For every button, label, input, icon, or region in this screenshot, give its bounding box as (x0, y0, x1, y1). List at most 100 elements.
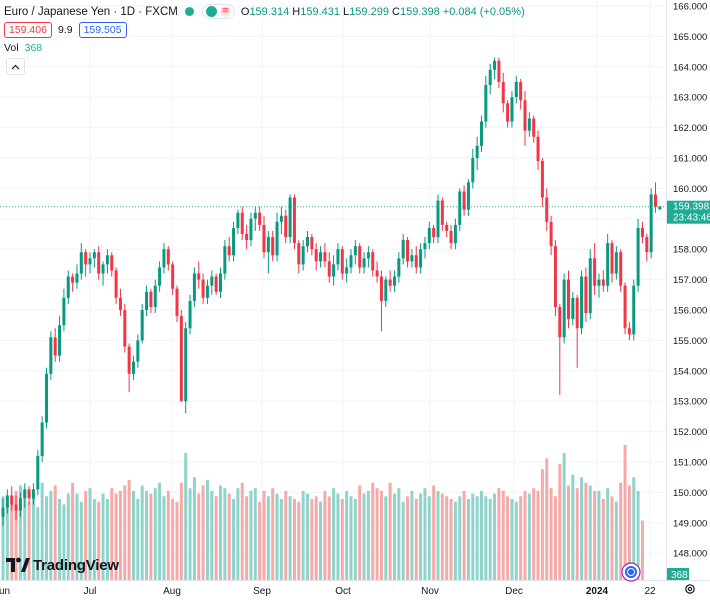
volume-bar (540, 469, 544, 580)
volume-bar (184, 453, 188, 580)
time-axis[interactable]: Jun Jul Aug Sep Oct Nov Dec 2024 22 (0, 580, 710, 598)
candlestick (14, 495, 18, 520)
candlestick (275, 212, 279, 262)
volume-bar (567, 485, 570, 580)
volume-legend: Vol 368 (4, 42, 42, 54)
candlestick (188, 294, 192, 335)
candlestick (393, 270, 396, 292)
countdown-value: 23:43:46 (673, 213, 710, 224)
volume-bar (301, 490, 305, 580)
volume-bar (549, 488, 553, 580)
candlestick (271, 230, 275, 262)
volume-bar (610, 496, 614, 580)
volume-bar (101, 493, 105, 580)
candlestick (210, 270, 214, 295)
candlestick (175, 285, 179, 323)
price-tick-label: 161.000 (673, 154, 707, 165)
candlestick (162, 243, 166, 274)
candlestick (192, 267, 196, 307)
volume-bar (236, 488, 240, 580)
buy-button[interactable]: 159.505 (78, 22, 127, 38)
price-axis[interactable]: 148.000 149.000 150.000 151.000 152.000 153.0… (666, 0, 710, 581)
close-value: 159.398 (399, 5, 440, 18)
volume-bar (53, 485, 57, 580)
candlestick (114, 267, 118, 304)
candlestick (432, 224, 436, 244)
volume-bar (92, 499, 96, 580)
toggle-icon[interactable]: ≡ (201, 4, 235, 19)
volume-bar (453, 501, 457, 580)
candlestick (480, 115, 483, 152)
gear-icon[interactable] (684, 583, 696, 595)
candlestick (384, 276, 388, 307)
volume-bar (497, 488, 501, 580)
volume-bar (132, 490, 135, 580)
volume-bar (258, 501, 262, 580)
volume-bar (97, 501, 101, 580)
volume-bar (245, 496, 249, 580)
price-tick-label: 157.000 (673, 275, 707, 286)
volume-bar (640, 520, 644, 580)
volume-bar (410, 490, 414, 580)
volume-badge: 368 (667, 568, 689, 581)
candlestick (458, 188, 462, 231)
volume-bar (384, 496, 388, 580)
candlestick (436, 194, 440, 244)
volume-bar (484, 496, 488, 580)
volume-bar (66, 493, 70, 580)
candlestick (297, 240, 301, 274)
candlestick (401, 234, 405, 265)
event-marker-icon[interactable] (621, 562, 641, 582)
candlestick (497, 57, 501, 89)
candlestick (588, 249, 592, 320)
volume-bar (414, 499, 418, 580)
open-value: 159.314 (249, 5, 290, 18)
volume-bar (480, 490, 483, 580)
volume-bar (553, 496, 557, 580)
volume-bar (145, 490, 149, 580)
candlestick (658, 205, 662, 210)
candlestick (319, 246, 323, 268)
candlestick (610, 240, 614, 283)
volume-label[interactable]: Vol (4, 42, 19, 54)
volume-bar (493, 493, 497, 580)
price-tick-label: 154.000 (673, 366, 707, 377)
volume-bar (371, 482, 375, 580)
volume-bar (197, 493, 201, 580)
volume-bar (501, 490, 505, 580)
symbol-title[interactable]: Euro / Japanese Yen · 1D · FXCM (4, 5, 178, 18)
collapse-legend-button[interactable] (6, 58, 25, 75)
time-tick-label: Nov (421, 586, 439, 597)
volume-bar (345, 490, 349, 580)
volume-bar (327, 496, 331, 580)
volume-bar (249, 490, 253, 580)
candlestick (227, 237, 231, 262)
tradingview-logo[interactable]: TradingView (6, 556, 119, 574)
candlestick (292, 194, 296, 250)
candlestick (75, 264, 79, 289)
sell-button[interactable]: 159.406 (4, 22, 52, 38)
volume-bar (179, 482, 183, 580)
candlestick (419, 243, 423, 274)
volume-bar (158, 482, 162, 580)
price-tick-label: 165.000 (673, 32, 707, 43)
volume-bar (340, 499, 344, 580)
volume-bar (532, 488, 536, 580)
status-dot-icon (184, 7, 194, 16)
candlestick (414, 246, 418, 274)
candlestick (371, 249, 375, 277)
volume-bar (136, 499, 140, 580)
candlestick (493, 57, 497, 79)
candlestick (284, 209, 288, 244)
candlestick (166, 246, 170, 271)
volume-bar (353, 499, 357, 580)
volume-bar (149, 493, 153, 580)
volume-bar (379, 490, 383, 580)
candlestick (379, 270, 383, 332)
candlestick (632, 279, 636, 341)
price-tick-label: 160.000 (673, 184, 707, 195)
high-value: 159.431 (300, 5, 340, 18)
volume-bar (627, 485, 631, 580)
volume-bar (75, 493, 79, 580)
